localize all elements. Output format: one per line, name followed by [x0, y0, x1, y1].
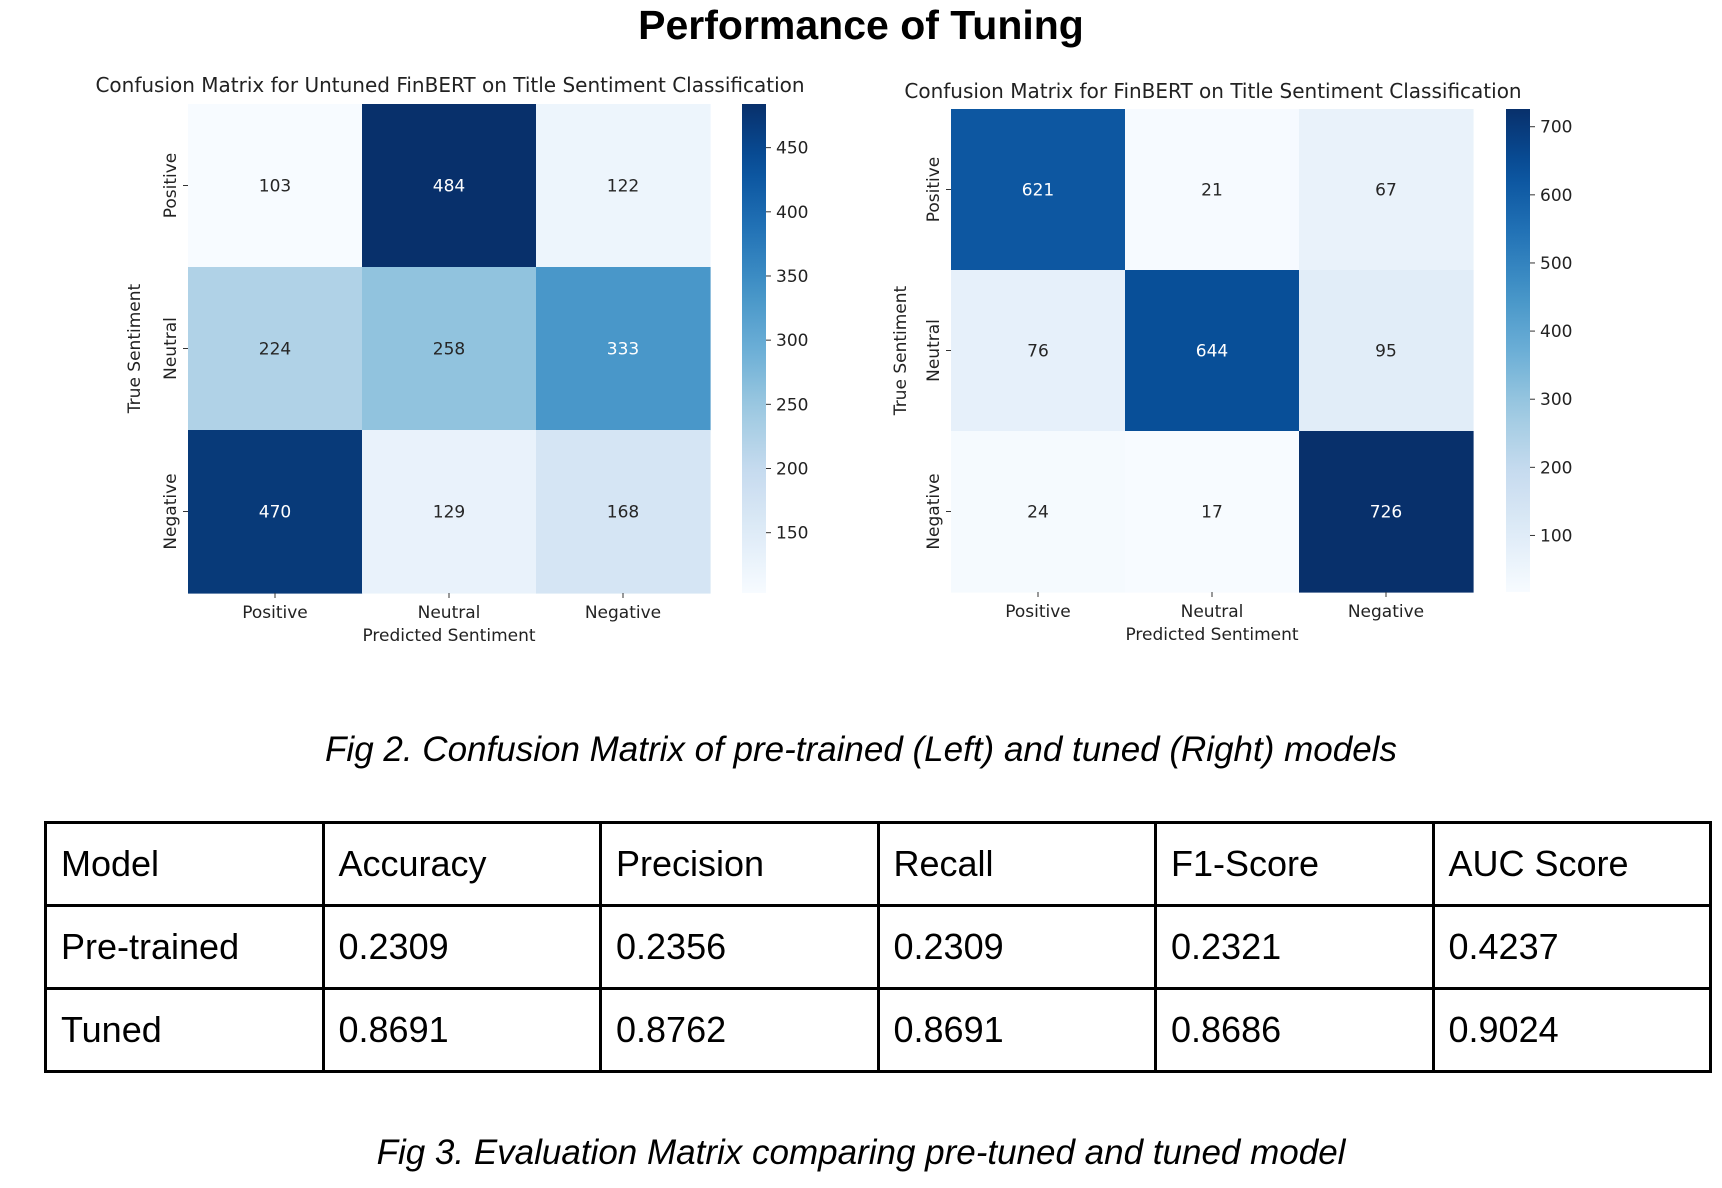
table-cell: F1-Score [1154, 821, 1435, 907]
colorbar-tick-label: 700 [1540, 118, 1572, 138]
y-tick-label: Positive [161, 153, 181, 219]
x-tick-label: Positive [1005, 602, 1071, 622]
heatmap-cell [536, 104, 711, 268]
colorbar-tick-label: 350 [776, 267, 808, 287]
heatmap-cell [1299, 270, 1474, 432]
x-axis-label: Predicted Sentiment [1125, 625, 1298, 645]
table-row: Pre-trained 0.2309 0.2356 0.2309 0.2321 0.423… [44, 904, 1712, 990]
chart-title: Confusion Matrix for FinBERT on Title Se… [904, 79, 1521, 103]
heatmap-cell [536, 430, 711, 594]
cell-value-label: 95 [1375, 342, 1397, 362]
heatmap-cell [1125, 109, 1300, 271]
cell-value-label: 224 [259, 340, 291, 360]
colorbar-tick-label: 150 [776, 524, 808, 544]
x-tick-label: Negative [1348, 602, 1424, 622]
heatmap-cell [362, 430, 537, 594]
cell-value-label: 484 [433, 177, 465, 197]
fig3-caption: Fig 3. Evaluation Matrix comparing pre-t… [376, 1133, 1346, 1172]
cell-value-label: 470 [259, 503, 291, 523]
x-tick-label: Neutral [418, 603, 481, 623]
heatmap-cell [1125, 431, 1300, 593]
heatmap-cell [1299, 431, 1474, 593]
table-header-row: Model Accuracy Precision Recall F1-Score AUC … [44, 821, 1712, 907]
x-axis-label: Predicted Sentiment [362, 626, 535, 646]
heatmap-cell [536, 267, 711, 431]
heatmap-cell [362, 104, 537, 268]
page-title: Performance of Tuning [638, 2, 1084, 48]
cell-value-label: 76 [1027, 342, 1049, 362]
table-cell: Accuracy [321, 821, 602, 907]
cell-value-label: 21 [1201, 181, 1223, 201]
x-tick-label: Negative [585, 603, 661, 623]
colorbar-tick-label: 300 [1540, 390, 1572, 410]
colorbar [1506, 109, 1530, 592]
cell-value-label: 333 [607, 340, 639, 360]
table-cell: Model [44, 821, 325, 907]
heatmap-cell [188, 104, 363, 268]
table-cell: 0.8686 [1154, 987, 1435, 1073]
x-tick-label: Positive [242, 603, 308, 623]
chart-title: Confusion Matrix for Untuned FinBERT on … [95, 73, 804, 97]
y-tick-label: Negative [161, 473, 181, 549]
colorbar-tick-label: 200 [776, 460, 808, 480]
table-cell: Recall [876, 821, 1157, 907]
colorbar-tick-label: 400 [776, 203, 808, 223]
heatmap-cell [1299, 109, 1474, 271]
cell-value-label: 726 [1370, 503, 1402, 523]
colorbar-tick-label: 250 [776, 395, 808, 415]
y-tick-label: Neutral [924, 319, 944, 382]
table-cell: 0.8691 [321, 987, 602, 1073]
heatmap-cell [188, 430, 363, 594]
colorbar-tick-label: 600 [1540, 186, 1572, 206]
heatmap-cell [188, 267, 363, 431]
table-cell: AUC Score [1431, 821, 1712, 907]
confusion-matrix-untuned: Confusion Matrix for Untuned FinBERT on … [95, 73, 808, 646]
table-row: Tuned 0.8691 0.8762 0.8691 0.8686 0.9024 [44, 987, 1712, 1073]
heatmap-cell [951, 270, 1126, 432]
table-cell: 0.2321 [1154, 904, 1435, 990]
y-tick-label: Negative [924, 473, 944, 549]
y-axis-label: True Sentiment [125, 283, 145, 414]
table-cell: 0.8691 [876, 987, 1157, 1073]
cell-value-label: 621 [1022, 181, 1054, 201]
y-axis-label: True Sentiment [891, 285, 911, 416]
x-tick-label: Neutral [1181, 602, 1244, 622]
cell-value-label: 17 [1201, 503, 1223, 523]
table-cell: 0.2309 [321, 904, 602, 990]
heatmap-cell [1125, 270, 1300, 432]
evaluation-table: Model Accuracy Precision Recall F1-Score AUC … [44, 821, 1712, 1073]
confusion-matrix-tuned: Confusion Matrix for FinBERT on Title Se… [891, 79, 1572, 645]
colorbar-tick-label: 450 [776, 139, 808, 159]
table-cell: 0.4237 [1431, 904, 1712, 990]
colorbar-tick-label: 400 [1540, 322, 1572, 342]
table-cell: 0.8762 [599, 987, 880, 1073]
table-cell: 0.9024 [1431, 987, 1712, 1073]
cell-value-label: 67 [1375, 181, 1397, 201]
table-cell: Pre-trained [44, 904, 325, 990]
y-tick-label: Positive [924, 157, 944, 223]
cell-value-label: 129 [433, 503, 465, 523]
heatmap-cell [951, 431, 1126, 593]
cell-value-label: 258 [433, 340, 465, 360]
colorbar-tick-label: 100 [1540, 526, 1572, 546]
cell-value-label: 122 [607, 177, 639, 197]
cell-value-label: 103 [259, 177, 291, 197]
colorbar-tick-label: 300 [776, 331, 808, 351]
cell-value-label: 24 [1027, 503, 1049, 523]
heatmap-cell [951, 109, 1126, 271]
cell-value-label: 168 [607, 503, 639, 523]
table-cell: 0.2356 [599, 904, 880, 990]
table-cell: 0.2309 [876, 904, 1157, 990]
heatmap-cell [362, 267, 537, 431]
table-cell: Tuned [44, 987, 325, 1073]
y-tick-label: Neutral [161, 317, 181, 380]
colorbar-tick-label: 500 [1540, 254, 1572, 274]
colorbar [742, 104, 766, 593]
fig2-caption: Fig 2. Confusion Matrix of pre-trained (… [325, 730, 1397, 769]
colorbar-tick-label: 200 [1540, 458, 1572, 478]
cell-value-label: 644 [1196, 342, 1228, 362]
table-cell: Precision [599, 821, 880, 907]
